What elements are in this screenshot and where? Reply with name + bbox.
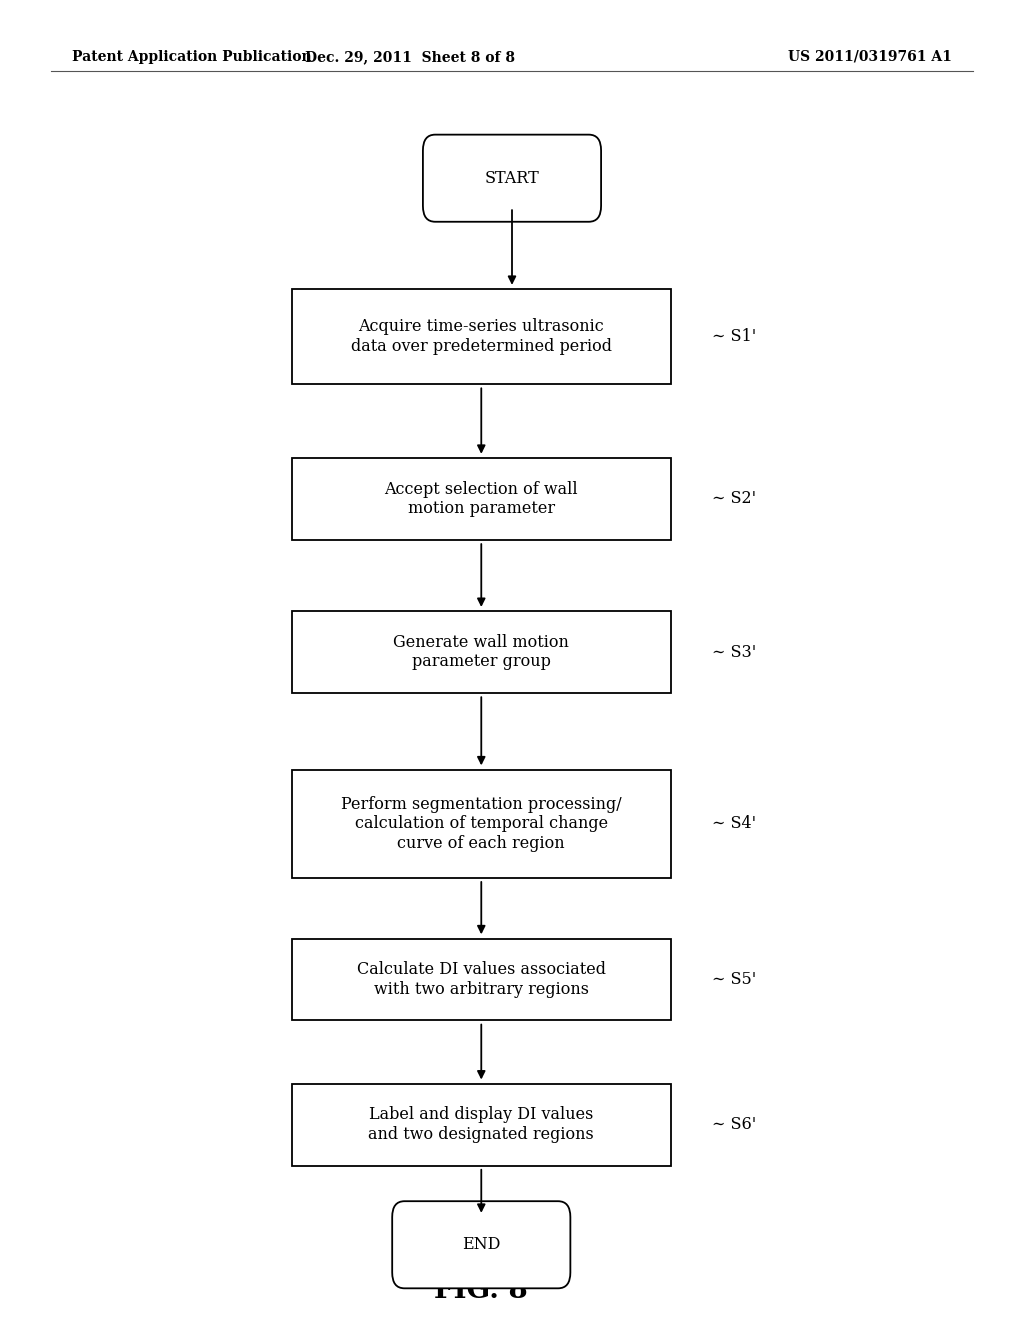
FancyBboxPatch shape <box>292 289 671 384</box>
Text: END: END <box>462 1237 501 1253</box>
Text: Accept selection of wall
motion parameter: Accept selection of wall motion paramete… <box>384 480 579 517</box>
Text: FIG. 8: FIG. 8 <box>434 1278 528 1304</box>
Text: Acquire time-series ultrasonic
data over predetermined period: Acquire time-series ultrasonic data over… <box>351 318 611 355</box>
Text: ∼ S1': ∼ S1' <box>712 329 756 345</box>
Text: Calculate DI values associated
with two arbitrary regions: Calculate DI values associated with two … <box>356 961 606 998</box>
FancyBboxPatch shape <box>292 458 671 540</box>
FancyBboxPatch shape <box>392 1201 570 1288</box>
FancyBboxPatch shape <box>292 611 671 693</box>
Text: ∼ S4': ∼ S4' <box>712 816 756 832</box>
Text: Label and display DI values
and two designated regions: Label and display DI values and two desi… <box>369 1106 594 1143</box>
Text: Generate wall motion
parameter group: Generate wall motion parameter group <box>393 634 569 671</box>
Text: ∼ S5': ∼ S5' <box>712 972 756 987</box>
Text: ∼ S6': ∼ S6' <box>712 1117 756 1133</box>
FancyBboxPatch shape <box>292 939 671 1020</box>
Text: ∼ S3': ∼ S3' <box>712 644 756 660</box>
Text: US 2011/0319761 A1: US 2011/0319761 A1 <box>788 50 952 63</box>
FancyBboxPatch shape <box>423 135 601 222</box>
Text: Patent Application Publication: Patent Application Publication <box>72 50 311 63</box>
Text: START: START <box>484 170 540 186</box>
Text: Perform segmentation processing/
calculation of temporal change
curve of each re: Perform segmentation processing/ calcula… <box>341 796 622 851</box>
Text: ∼ S2': ∼ S2' <box>712 491 756 507</box>
FancyBboxPatch shape <box>292 1084 671 1166</box>
FancyBboxPatch shape <box>292 770 671 878</box>
Text: Dec. 29, 2011  Sheet 8 of 8: Dec. 29, 2011 Sheet 8 of 8 <box>304 50 515 63</box>
